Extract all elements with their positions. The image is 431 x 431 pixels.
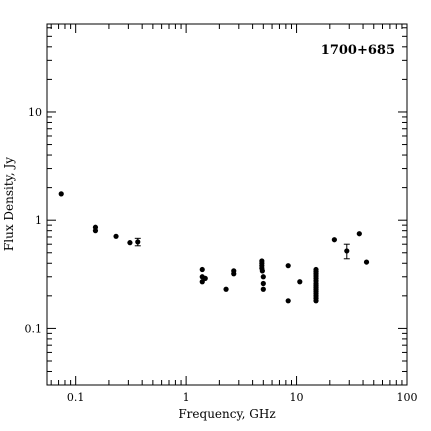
- x-tick-label: 100: [397, 391, 418, 404]
- data-point: [113, 233, 119, 239]
- data-point: [92, 228, 99, 234]
- x-tick-label: 10: [290, 391, 304, 404]
- x-tick-label: 0.1: [67, 391, 85, 404]
- data-point: [356, 231, 362, 237]
- x-axis-label: Frequency, GHz: [178, 407, 275, 421]
- data-point: [223, 286, 229, 292]
- data-point: [363, 259, 370, 265]
- y-tick-label: 10: [28, 106, 42, 119]
- data-point: [231, 271, 237, 277]
- data-point: [58, 191, 64, 197]
- data-point: [199, 279, 205, 285]
- data-point: [313, 298, 319, 304]
- data-point: [331, 237, 337, 243]
- plot-frame: [46, 23, 408, 386]
- data-point: [344, 248, 350, 254]
- data-point: [260, 280, 266, 287]
- data-point: [202, 275, 208, 281]
- y-tick-label: 0.1: [25, 322, 43, 335]
- data-point: [127, 240, 133, 246]
- data-point: [135, 239, 141, 245]
- data-points: [58, 191, 370, 304]
- y-axis-label: Flux Density, Jy: [2, 157, 16, 251]
- chart-title: 1700+685: [321, 43, 395, 58]
- axis-ticks: [47, 24, 408, 386]
- x-tick-label: 1: [183, 391, 190, 404]
- data-point: [297, 279, 303, 285]
- data-point: [199, 266, 205, 273]
- data-point: [285, 263, 291, 269]
- data-point: [260, 274, 266, 280]
- data-point: [285, 298, 291, 304]
- y-tick-label: 1: [35, 214, 42, 227]
- tick-labels: 0.1 1 10 100 0.1 1 10: [25, 106, 418, 404]
- data-point: [259, 268, 265, 274]
- data-point: [260, 286, 266, 292]
